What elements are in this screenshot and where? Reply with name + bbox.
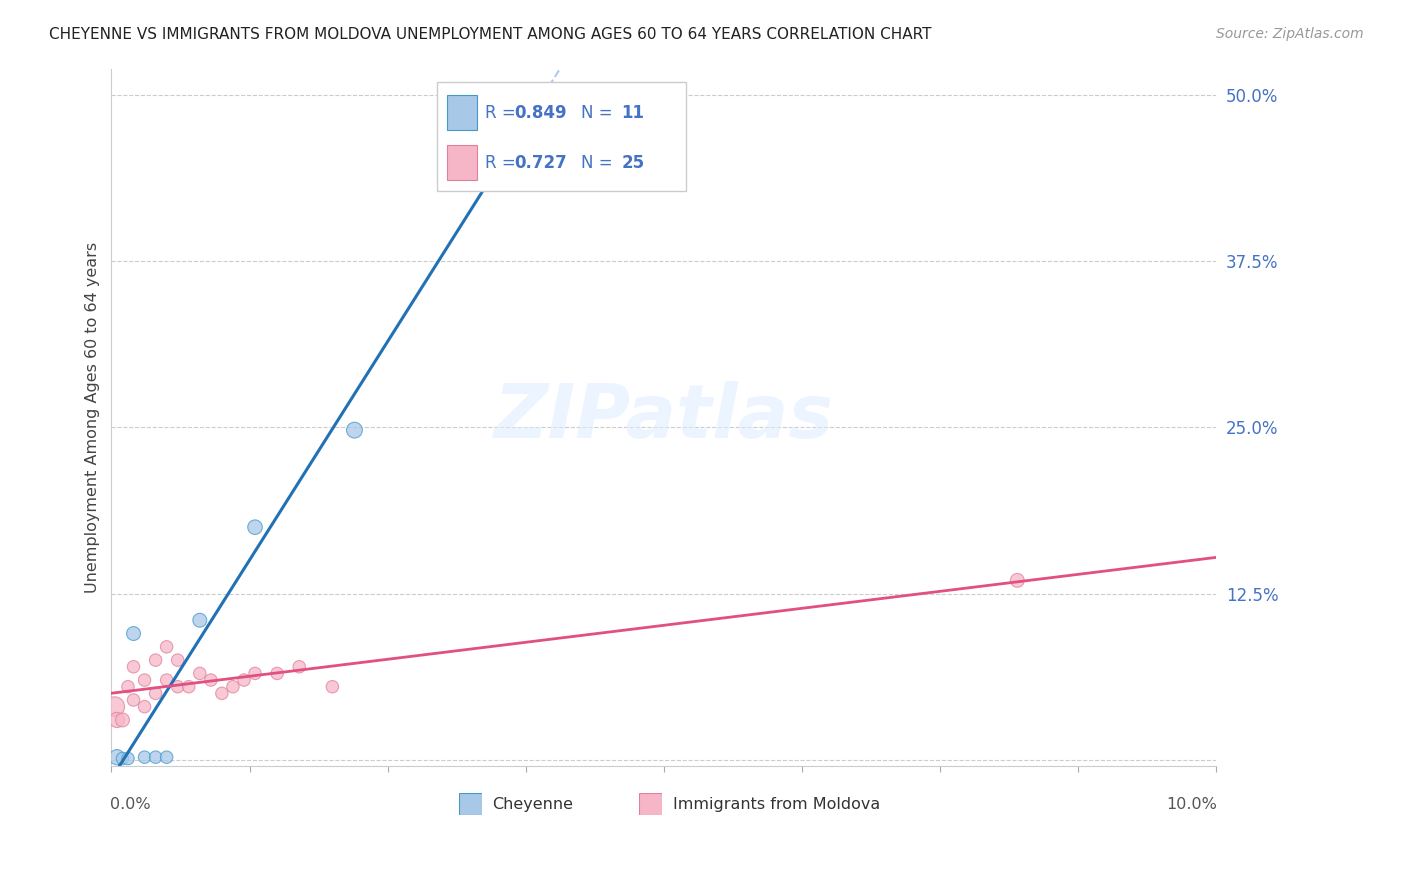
Y-axis label: Unemployment Among Ages 60 to 64 years: Unemployment Among Ages 60 to 64 years xyxy=(86,242,100,593)
Text: Cheyenne: Cheyenne xyxy=(492,797,574,813)
Point xyxy=(156,750,179,764)
Text: Source: ZipAtlas.com: Source: ZipAtlas.com xyxy=(1216,27,1364,41)
Point xyxy=(166,653,188,667)
Point xyxy=(321,680,343,694)
Point xyxy=(134,750,156,764)
Point xyxy=(134,699,156,714)
Point xyxy=(105,750,128,764)
Point xyxy=(156,673,179,687)
Point xyxy=(1007,574,1029,588)
Point xyxy=(145,686,167,700)
Text: 0.0%: 0.0% xyxy=(110,797,150,813)
Point xyxy=(243,520,266,534)
Point xyxy=(122,660,145,674)
Point xyxy=(288,660,311,674)
Point xyxy=(145,653,167,667)
Point xyxy=(117,751,139,765)
Point xyxy=(233,673,256,687)
Point xyxy=(243,666,266,681)
Point xyxy=(134,673,156,687)
Point xyxy=(211,686,233,700)
Point xyxy=(111,751,134,765)
Point xyxy=(105,713,128,727)
Text: CHEYENNE VS IMMIGRANTS FROM MOLDOVA UNEMPLOYMENT AMONG AGES 60 TO 64 YEARS CORRE: CHEYENNE VS IMMIGRANTS FROM MOLDOVA UNEM… xyxy=(49,27,932,42)
Text: Immigrants from Moldova: Immigrants from Moldova xyxy=(672,797,880,813)
Point xyxy=(145,750,167,764)
Point xyxy=(156,640,179,654)
Point xyxy=(188,613,211,627)
Point xyxy=(177,680,200,694)
Point xyxy=(520,88,543,103)
Point xyxy=(222,680,245,694)
Point xyxy=(104,699,127,714)
Point xyxy=(117,680,139,694)
Text: 10.0%: 10.0% xyxy=(1167,797,1218,813)
Point xyxy=(111,713,134,727)
Point xyxy=(122,626,145,640)
Point xyxy=(200,673,222,687)
Point xyxy=(266,666,288,681)
Point xyxy=(122,693,145,707)
Text: ZIPatlas: ZIPatlas xyxy=(494,381,834,454)
Point xyxy=(188,666,211,681)
Point xyxy=(166,680,188,694)
Point xyxy=(343,423,366,437)
